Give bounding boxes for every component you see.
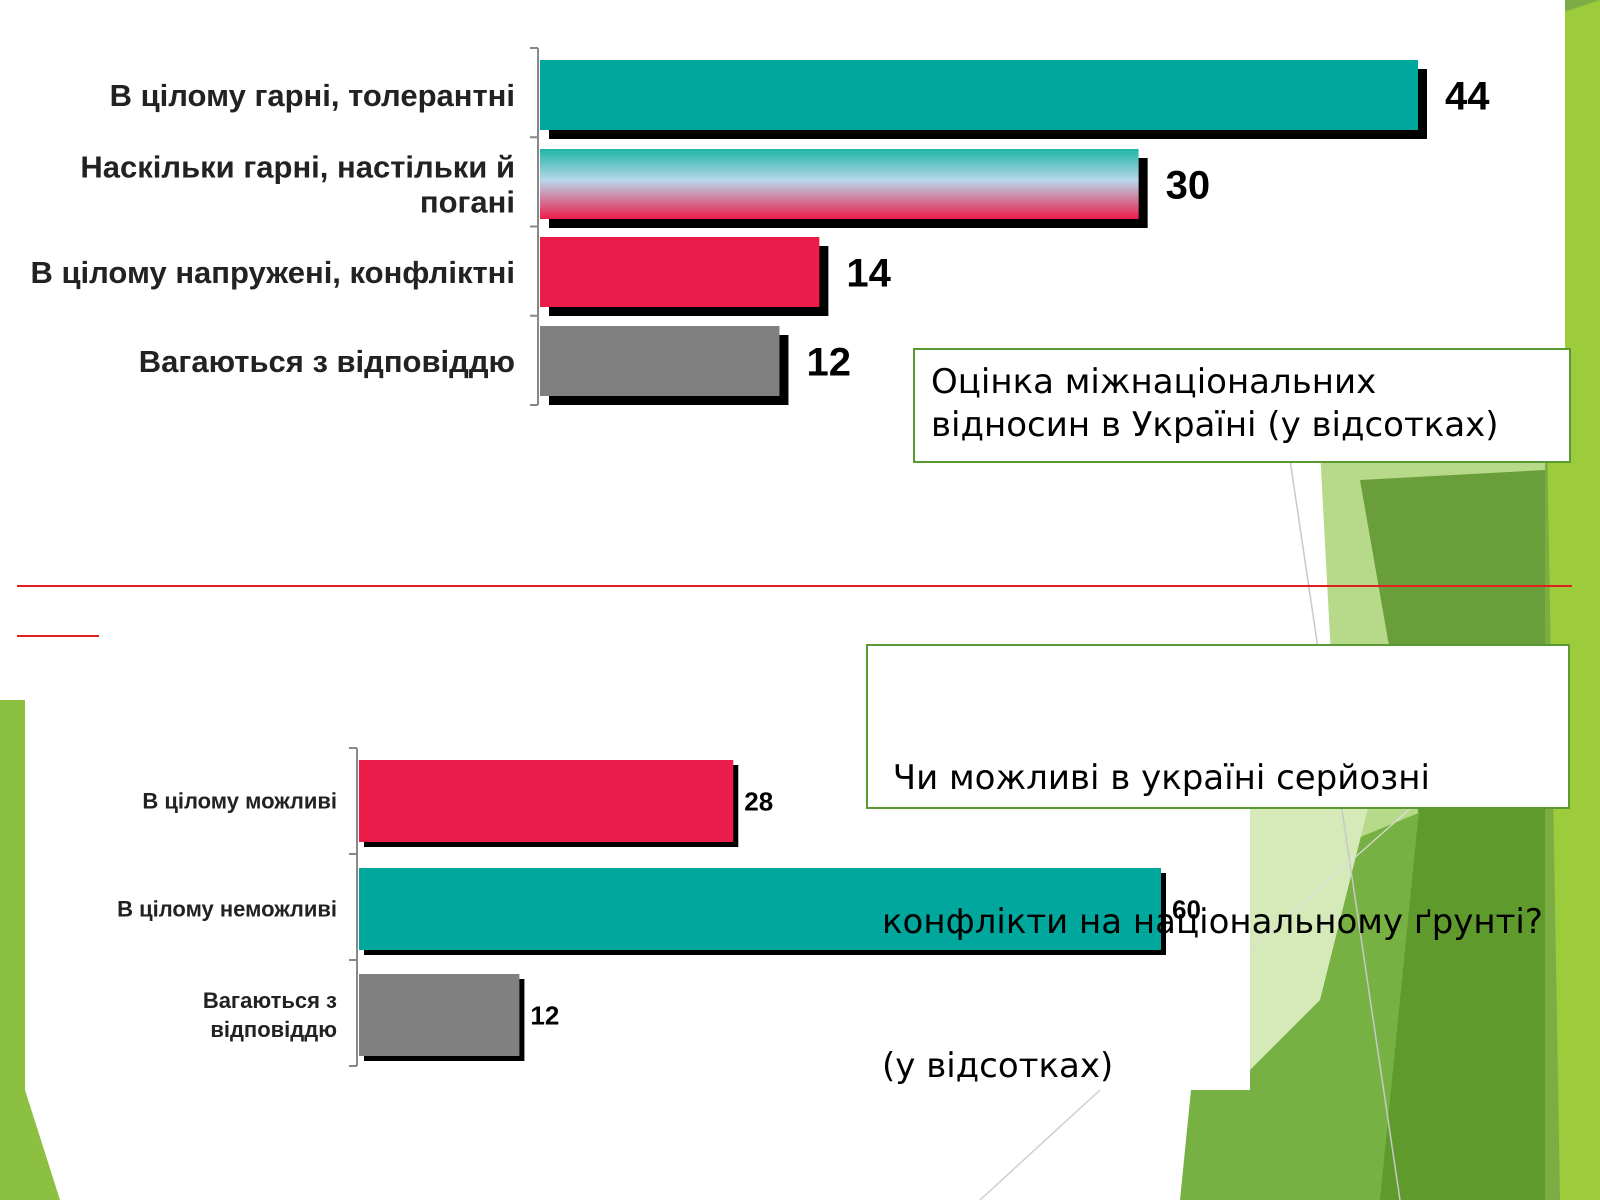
chart1-category-label: В цілому напружені, конфліктні	[30, 255, 515, 290]
chart1-title-line-1: Оцінка міжнаціональних	[931, 362, 1377, 402]
chart1-category-label: В цілому гарні, толерантні	[110, 78, 515, 113]
chart1-category-label: Наскільки гарні, настільки й	[80, 149, 515, 184]
chart2-title-line-1: Чи можливі в україні серйозні	[882, 758, 1430, 798]
chart1-title-box: Оцінка міжнаціональних відносин в Україн…	[913, 348, 1571, 463]
chart2-title-line-2: конфлікти на національному ґрунті?	[882, 902, 1543, 942]
chart2-category-label: відповіддю	[210, 1017, 337, 1042]
chart2-title-line-3: (у відсотках)	[882, 1046, 1114, 1086]
chart1-value-label: 14	[846, 251, 891, 295]
chart2-value-label: 28	[744, 786, 773, 816]
section-divider	[17, 585, 1572, 587]
chart1-bar	[540, 149, 1139, 219]
chart1-bar	[540, 60, 1418, 130]
chart2-value-label: 60	[1172, 894, 1201, 924]
chart1-value-label: 44	[1445, 74, 1490, 118]
chart2-value-label: 12	[530, 1000, 559, 1030]
chart1-category-label: Вагаються з відповіддю	[139, 344, 515, 379]
chart2-category-label: В цілому можливі	[142, 789, 337, 814]
chart1-title-line-2: відносин в Україні (у відсотках)	[931, 405, 1499, 445]
chart2-title-box: Чи можливі в україні серйозні конфлікти …	[866, 644, 1570, 1086]
chart2-bar	[359, 760, 734, 842]
chart1-bar	[540, 326, 780, 396]
chart2-bar	[359, 868, 1161, 950]
chart2-category-label: Вагаються з	[203, 988, 337, 1013]
chart1-value-label: 30	[1166, 163, 1211, 207]
section-divider-short	[17, 635, 99, 637]
chart1-bar	[540, 237, 820, 307]
chart2-category-label: В цілому неможливі	[117, 897, 337, 922]
chart1-value-label: 12	[806, 340, 851, 384]
chart1-category-label: погані	[420, 184, 515, 219]
chart2-bar	[359, 974, 520, 1056]
